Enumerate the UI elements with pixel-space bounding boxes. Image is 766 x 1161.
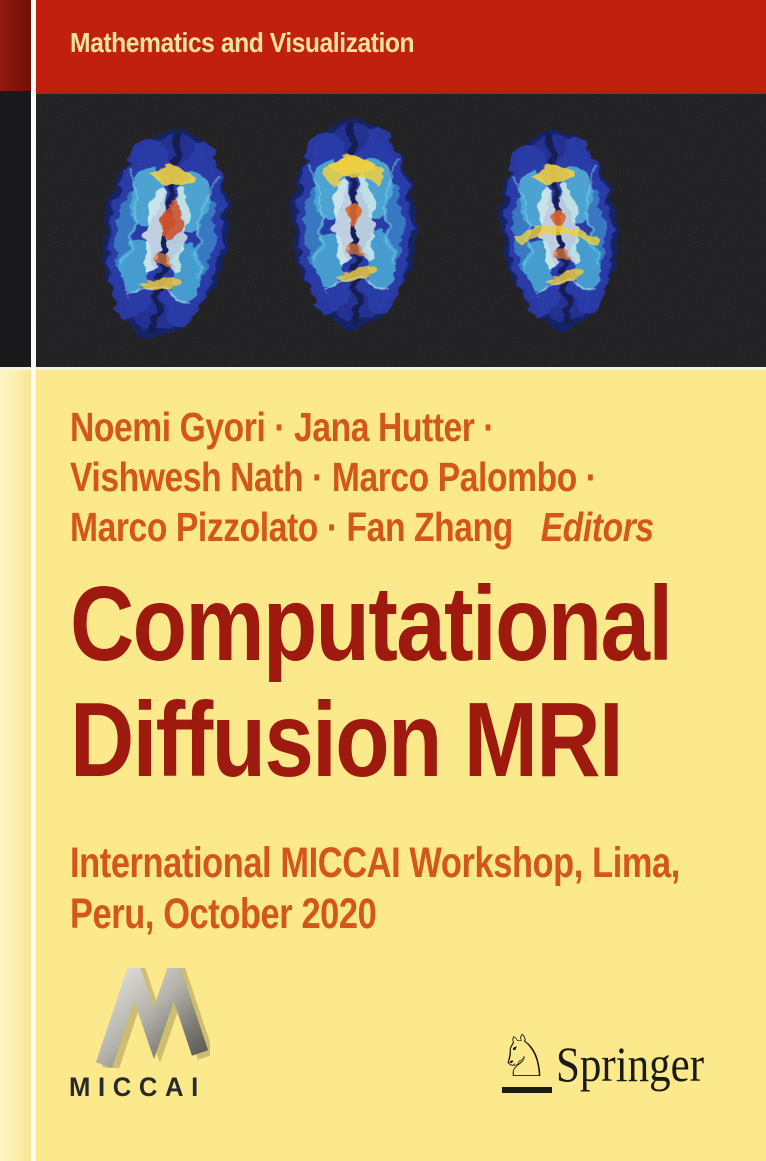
author-names: Marco Pizzolato · Fan Zhang [70, 504, 513, 550]
authors-block: Noemi Gyori · Jana Hutter · Vishwesh Nat… [70, 402, 766, 552]
series-title-text: Mathematics and Visualization [70, 27, 415, 58]
editors-label: Editors [540, 504, 654, 550]
springer-logo-bar [502, 1087, 552, 1093]
author-line: Noemi Gyori · Jana Hutter · [70, 402, 766, 452]
spine-strip-hairline [0, 367, 31, 370]
subtitle-line-text: Peru, October 2020 [70, 890, 377, 938]
series-band: Mathematics and Visualization [36, 0, 766, 91]
title-line-text: Computational [70, 565, 673, 683]
brain-tractography-image [36, 91, 766, 367]
series-title: Mathematics and Visualization [70, 27, 461, 59]
spine-strip-red [0, 0, 31, 91]
springer-wordmark: Springer [556, 1038, 728, 1090]
author-line-text: Vishwesh Nath · Marco Palombo · [70, 454, 597, 500]
author-line: Marco Pizzolato · Fan Zhang Editors [70, 502, 766, 552]
spine-strip-yellow [0, 370, 31, 1161]
book-title: Computational Diffusion MRI [70, 566, 766, 798]
title-line: Computational [70, 566, 766, 682]
springer-wordmark-text: Springer [556, 1036, 705, 1092]
miccai-wordmark: MICCAI [69, 1072, 213, 1103]
springer-horse-icon: ♘ [498, 1024, 550, 1089]
author-line-text: Marco Pizzolato · Fan Zhang Editors [70, 502, 654, 552]
book-subtitle: International MICCAI Workshop, Lima, Per… [70, 838, 766, 940]
subtitle-line: Peru, October 2020 [70, 889, 766, 940]
artwork-panel [36, 91, 766, 367]
panel-noise-texture [36, 91, 766, 367]
miccai-wordmark-text: MICCAI [69, 1072, 206, 1102]
title-line: Diffusion MRI [70, 682, 766, 798]
spine-strip-dark [0, 91, 31, 367]
title-line-text: Diffusion MRI [70, 681, 624, 799]
miccai-ribbon-icon [95, 948, 215, 1072]
page-edge-line [31, 0, 36, 1161]
panel-bottom-divider [36, 367, 766, 370]
author-line: Vishwesh Nath · Marco Palombo · [70, 452, 766, 502]
author-line-text: Noemi Gyori · Jana Hutter · [70, 404, 495, 450]
subtitle-line: International MICCAI Workshop, Lima, [70, 838, 766, 889]
subtitle-line-text: International MICCAI Workshop, Lima, [70, 839, 680, 887]
